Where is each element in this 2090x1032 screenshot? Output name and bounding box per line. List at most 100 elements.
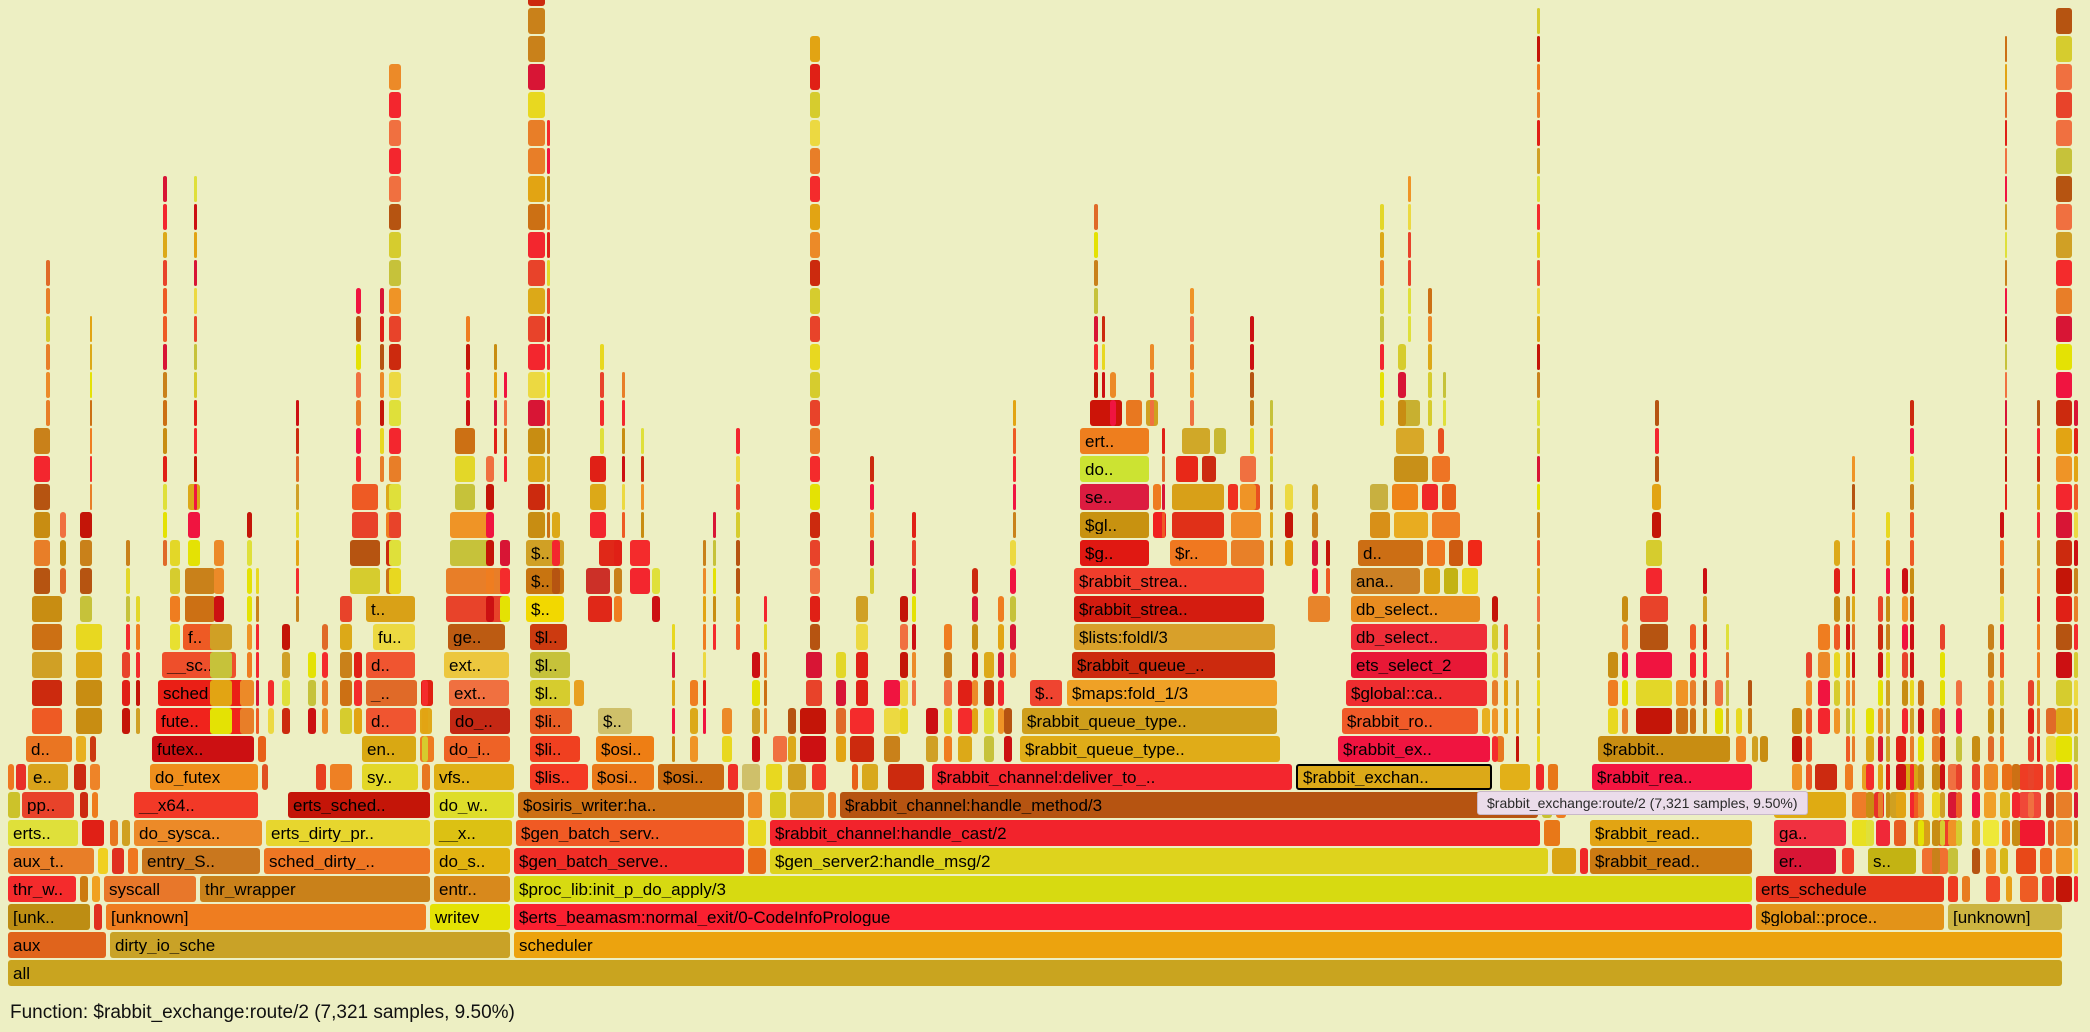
frame-block[interactable] [1408,260,1411,286]
frame-block[interactable] [76,736,86,762]
frame-block[interactable] [2012,764,2020,790]
frame-block[interactable] [194,372,197,398]
frame-block[interactable] [528,400,545,426]
frame-block[interactable] [214,540,224,566]
frame-block[interactable] [1537,8,1540,34]
frame-block[interactable] [210,708,232,734]
frame-block[interactable] [194,316,197,342]
frame-block[interactable] [588,596,612,622]
frame-block[interactable] [1308,596,1330,622]
frame-block[interactable] [2037,624,2040,650]
frame-block[interactable] [1443,400,1446,426]
frame-block[interactable] [2005,372,2007,398]
frame-block[interactable] [1910,652,1914,678]
frame-block[interactable] [972,596,978,622]
frame-block[interactable] [2056,764,2072,790]
frame-block[interactable] [790,792,824,818]
frame-lists-foldl-3[interactable]: $lists:foldl/3 [1074,624,1275,650]
frame-block[interactable] [2074,400,2078,426]
frame-block[interactable] [736,456,740,482]
frame-block[interactable] [752,736,760,762]
frame-block[interactable] [455,484,475,510]
frame-block[interactable] [1537,652,1540,678]
frame-block[interactable] [2056,316,2072,342]
frame-block[interactable] [466,316,470,342]
frame-block[interactable] [188,512,200,538]
frame-block[interactable] [1886,708,1890,734]
frame-block[interactable] [34,484,50,510]
frame-block[interactable] [340,624,352,650]
frame-block[interactable] [2005,484,2007,510]
frame-do-i[interactable]: do_i.. [444,736,510,762]
frame-erts-sched[interactable]: erts_sched.. [288,792,430,818]
frame-block[interactable] [528,148,545,174]
frame-block[interactable] [2074,428,2078,454]
frame-li[interactable]: $li.. [530,736,580,762]
frame-block[interactable] [170,568,180,594]
frame-block[interactable] [1852,820,1870,846]
frame-block[interactable] [16,764,26,790]
frame-block[interactable] [912,596,916,622]
frame-block[interactable] [1380,400,1384,426]
frame-block[interactable] [1636,680,1672,706]
frame-block[interactable] [926,708,938,734]
frame-d[interactable]: d.. [1358,540,1423,566]
frame-block[interactable] [713,512,716,538]
frame-block[interactable] [622,512,625,538]
frame-block[interactable] [466,400,470,426]
frame-block[interactable] [810,344,820,370]
frame-block[interactable] [752,680,760,706]
frame-block[interactable] [1380,344,1384,370]
frame-block[interactable] [450,540,490,566]
frame-block[interactable] [2028,680,2034,706]
frame-block[interactable] [958,736,972,762]
frame-block[interactable] [316,764,326,790]
frame-block[interactable] [1102,344,1105,370]
frame-block[interactable] [1370,512,1390,538]
frame-block[interactable] [1408,288,1411,314]
frame-block[interactable] [98,848,108,874]
frame-block[interactable] [1270,540,1273,566]
frame-block[interactable] [90,428,92,454]
frame-block[interactable] [90,764,100,790]
frame-block[interactable] [1910,792,1920,818]
frame-block[interactable] [1972,736,1980,762]
frame-block[interactable] [32,680,62,706]
frame-block[interactable] [1150,400,1154,426]
frame-block[interactable] [330,764,352,790]
frame-block[interactable] [2042,876,2054,902]
frame-block[interactable] [1482,708,1490,734]
frame-block[interactable] [547,260,550,286]
frame-block[interactable] [1948,764,1958,790]
frame-block[interactable] [1312,540,1318,566]
frame-block[interactable] [1214,428,1226,454]
frame-block[interactable] [1818,652,1830,678]
frame-block[interactable] [641,456,644,482]
frame-block[interactable] [828,792,836,818]
frame-block[interactable] [1380,372,1384,398]
frame-block[interactable] [1896,792,1906,818]
frame-block[interactable] [504,428,507,454]
frame-block[interactable] [1004,736,1012,762]
frame-block[interactable] [528,484,545,510]
frame-ga[interactable]: ga.. [1774,820,1846,846]
frame-unknown[interactable]: [unknown] [1948,904,2062,930]
frame-block[interactable] [1537,204,1540,230]
frame-block[interactable] [574,680,584,706]
frame-block[interactable] [1910,680,1914,706]
frame-block[interactable] [1962,876,1970,902]
frame-block[interactable] [1537,568,1540,594]
frame-block[interactable] [210,680,232,706]
frame-block[interactable] [1956,736,1962,762]
frame-block[interactable] [46,288,50,314]
frame-block[interactable] [322,680,328,706]
frame-block[interactable] [1652,512,1661,538]
frame-block[interactable] [256,652,259,678]
frame-block[interactable] [1250,372,1254,398]
frame-block[interactable] [870,540,874,566]
frame-block[interactable] [547,372,550,398]
frame-block[interactable] [1703,624,1707,650]
frame-block[interactable] [1427,540,1445,566]
frame-block[interactable] [703,568,706,594]
frame-block[interactable] [1548,764,1558,790]
